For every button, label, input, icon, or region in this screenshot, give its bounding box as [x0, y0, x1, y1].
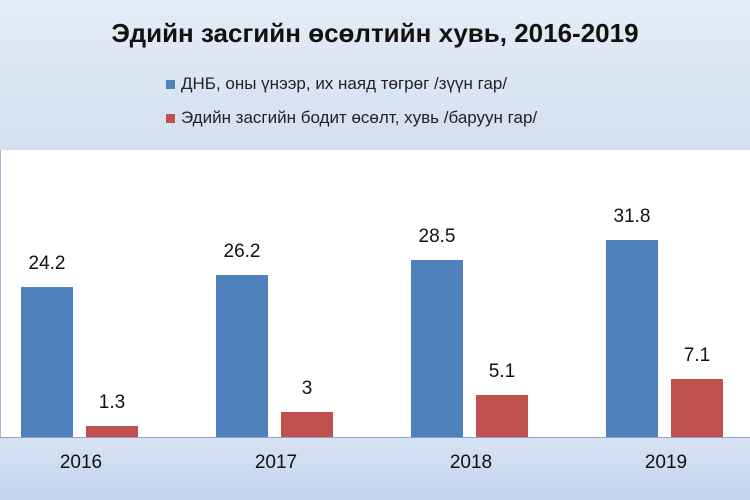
data-label-growth-2016: 1.3 [72, 392, 152, 414]
bar-gdp-2018 [411, 260, 463, 437]
bar-growth-2016 [86, 426, 138, 437]
x-tick-2016: 2016 [31, 452, 131, 474]
plot-left-border [0, 150, 1, 438]
bar-growth-2017 [281, 412, 333, 437]
bar-growth-2019 [671, 379, 723, 437]
chart-title: Эдийн засгийн өсөлтийн хувь, 2016-2019 [0, 18, 750, 49]
data-label-gdp-2017: 26.2 [202, 241, 282, 263]
data-label-growth-2019: 7.1 [657, 345, 737, 367]
data-label-gdp-2018: 28.5 [397, 226, 477, 248]
x-tick-2019: 2019 [616, 452, 716, 474]
data-label-gdp-2019: 31.8 [592, 206, 672, 228]
legend-label-growth: Эдийн засгийн бодит өсөлт, хувь /баруун … [181, 108, 537, 128]
legend-swatch-growth [166, 114, 175, 123]
x-tick-2017: 2017 [226, 452, 326, 474]
bar-gdp-2019 [606, 240, 658, 437]
x-axis-line [0, 437, 750, 438]
bar-gdp-2016 [21, 287, 73, 437]
bar-gdp-2017 [216, 275, 268, 437]
bar-growth-2018 [476, 395, 528, 437]
data-label-gdp-2016: 24.2 [7, 253, 87, 275]
data-label-growth-2018: 5.1 [462, 361, 542, 383]
legend-label-gdp: ДНБ, оны үнээр, их наяд төгрөг /зүүн гар… [181, 74, 507, 94]
legend-item-gdp: ДНБ, оны үнээр, их наяд төгрөг /зүүн гар… [166, 73, 507, 95]
x-tick-2018: 2018 [421, 452, 521, 474]
legend-item-growth: Эдийн засгийн бодит өсөлт, хувь /баруун … [166, 107, 537, 129]
legend-swatch-gdp [166, 80, 175, 89]
data-label-growth-2017: 3 [267, 378, 347, 400]
